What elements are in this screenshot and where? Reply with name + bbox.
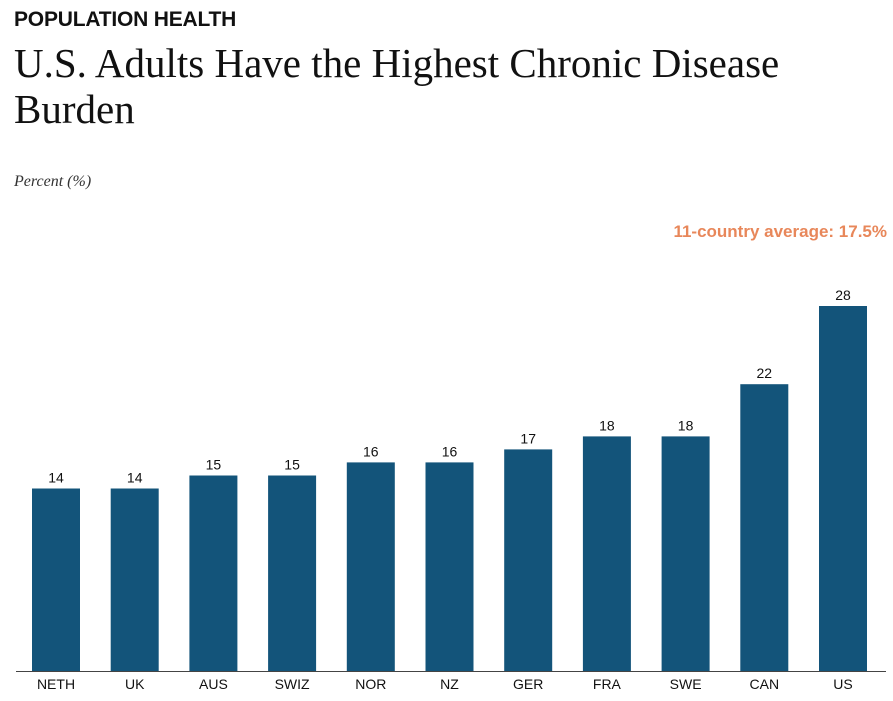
value-label-swiz: 15 bbox=[284, 457, 300, 473]
category-label-aus: AUS bbox=[199, 676, 228, 692]
bar-us bbox=[819, 306, 867, 671]
bar-nor bbox=[346, 462, 395, 671]
chart-title: U.S. Adults Have the Highest Chronic Dis… bbox=[14, 40, 780, 132]
bar-swe bbox=[661, 436, 710, 671]
value-label-swe: 18 bbox=[678, 417, 694, 433]
bar-neth bbox=[32, 488, 80, 671]
value-label-ger: 17 bbox=[520, 430, 536, 446]
category-label-us: US bbox=[833, 676, 852, 692]
average-annotation: 11-country average: 17.5% bbox=[673, 222, 887, 241]
category-label-can: CAN bbox=[750, 676, 780, 692]
value-label-nor: 16 bbox=[363, 443, 379, 459]
value-label-aus: 15 bbox=[206, 457, 222, 473]
value-label-neth: 14 bbox=[48, 470, 64, 486]
value-label-fra: 18 bbox=[599, 417, 615, 433]
value-label-us: 28 bbox=[835, 287, 851, 303]
bar-uk bbox=[110, 488, 159, 671]
bar-nz bbox=[425, 462, 474, 671]
value-label-uk: 14 bbox=[127, 470, 143, 486]
category-labels-group: NETH UK AUS SWIZ NOR NZ GER FRA SWE CAN US bbox=[37, 676, 853, 692]
bar-ger bbox=[504, 449, 553, 671]
category-label-ger: GER bbox=[513, 676, 543, 692]
y-axis-units-label: Percent (%) bbox=[14, 173, 92, 190]
category-label-nor: NOR bbox=[355, 676, 386, 692]
value-labels-group: 14 14 15 15 16 16 17 18 18 22 28 bbox=[48, 287, 851, 486]
bar-fra bbox=[582, 436, 631, 671]
category-label-swe: SWE bbox=[670, 676, 702, 692]
value-label-nz: 16 bbox=[442, 443, 458, 459]
bar-can bbox=[740, 384, 789, 671]
category-label-neth: NETH bbox=[37, 676, 75, 692]
category-label-fra: FRA bbox=[593, 676, 622, 692]
bars-group bbox=[32, 306, 867, 671]
bar-aus bbox=[189, 475, 238, 671]
section-eyebrow: POPULATION HEALTH bbox=[14, 8, 237, 31]
bar-swiz bbox=[268, 475, 317, 671]
category-label-swiz: SWIZ bbox=[275, 676, 310, 692]
category-label-nz: NZ bbox=[440, 676, 459, 692]
category-label-uk: UK bbox=[125, 676, 145, 692]
value-label-can: 22 bbox=[757, 365, 773, 381]
